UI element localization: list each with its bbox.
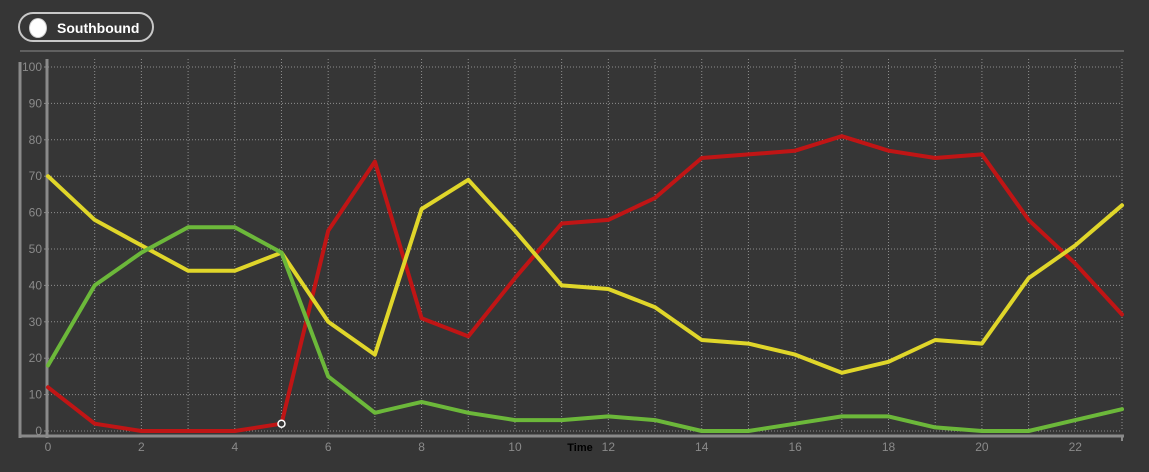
y-tick-label: 30 [29, 315, 43, 329]
chart-axes [18, 59, 1124, 441]
y-tick-label: 50 [29, 242, 43, 256]
series-line-3 [46, 225, 1124, 433]
y-tick-label: 70 [29, 169, 43, 183]
x-tick-label: 6 [325, 440, 332, 454]
x-tick-label: 18 [882, 440, 896, 454]
y-tick-label: 10 [29, 388, 43, 402]
x-tick-label: 4 [231, 440, 238, 454]
y-tick-label: 0 [35, 424, 42, 438]
x-tick-label: 20 [975, 440, 989, 454]
x-tick-label: 12 [602, 440, 616, 454]
toggle-knob-icon [29, 18, 47, 38]
chart-series [46, 134, 1124, 433]
y-tick-label: 100 [22, 60, 42, 74]
chart-markers[interactable] [277, 419, 286, 428]
y-tick-label: 40 [29, 278, 43, 292]
data-point-marker[interactable] [277, 419, 286, 428]
toggle-label: Southbound [57, 20, 140, 36]
x-tick-label: 0 [45, 440, 52, 454]
series-line-2 [46, 174, 1124, 375]
x-tick-label: 22 [1069, 440, 1083, 454]
x-axis-title: Time [567, 442, 592, 454]
x-tick-label: 2 [138, 440, 145, 454]
series-line-1 [46, 134, 1124, 433]
x-tick-label: 8 [418, 440, 425, 454]
y-tick-label: 20 [29, 351, 43, 365]
chart-grid [20, 50, 1124, 432]
x-tick-label: 16 [788, 440, 802, 454]
chart-tick-labels: 0 10 20 30 40 50 60 70 80 90 100 0 2 4 6 8 10 12 14 16 18 20 2… [22, 60, 1082, 454]
y-tick-label: 60 [29, 206, 43, 220]
southbound-toggle[interactable]: Southbound [18, 12, 154, 42]
x-tick-label: 10 [508, 440, 522, 454]
x-tick-label: 14 [695, 440, 709, 454]
y-tick-label: 80 [29, 133, 43, 147]
y-tick-label: 90 [29, 96, 43, 110]
